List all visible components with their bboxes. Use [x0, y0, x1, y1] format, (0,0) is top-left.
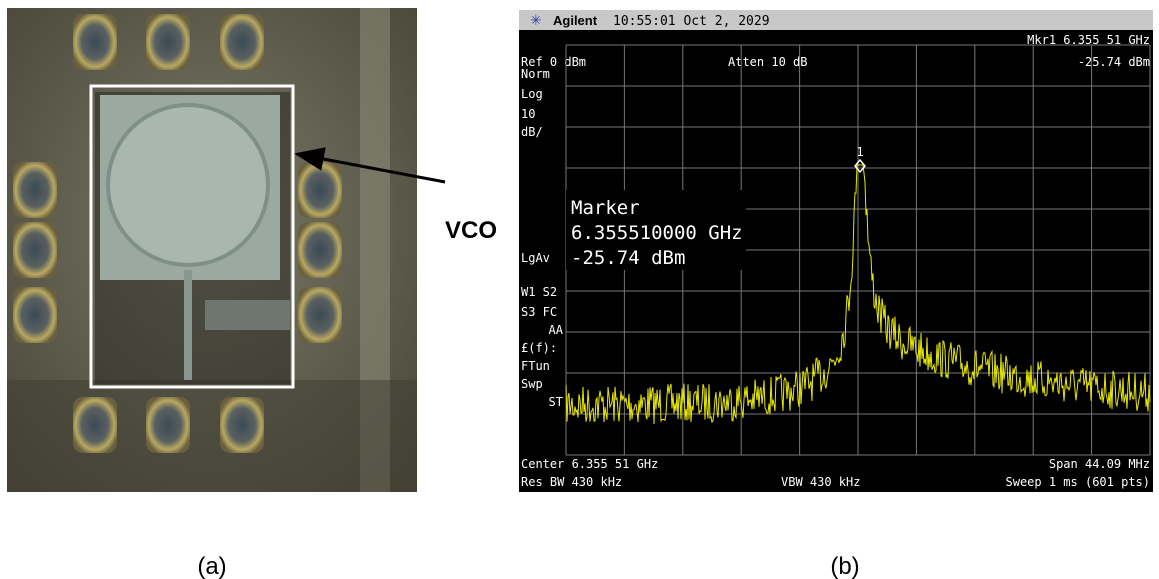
- side-label: Norm: [521, 67, 550, 81]
- pad: [220, 14, 264, 70]
- rbw: Res BW 430 kHz: [521, 475, 622, 489]
- photo: VCO: [7, 8, 497, 492]
- side-label: S3 FC: [521, 305, 557, 319]
- caption: (a): [197, 553, 226, 579]
- pad: [146, 14, 190, 70]
- timestamp: 10:55:01 Oct 2, 2029: [613, 14, 770, 29]
- side-label: FTun: [521, 359, 550, 373]
- side-label: Log: [521, 87, 543, 101]
- svg-text:✳: ✳: [530, 12, 542, 28]
- pad: [146, 397, 190, 453]
- pad: [298, 222, 342, 278]
- peak-label: 1: [856, 145, 863, 159]
- pad: [13, 162, 57, 218]
- marker-header: Mkr1 6.355 51 GHz: [1027, 33, 1150, 47]
- pad: [13, 222, 57, 278]
- pad: [73, 14, 117, 70]
- brand: Agilent: [553, 13, 598, 28]
- marker-box-level: -25.74 dBm: [571, 247, 685, 269]
- pad: [298, 162, 342, 218]
- marker-diamond: [854, 158, 866, 174]
- side-label: AA: [549, 323, 564, 337]
- side-label: 10: [521, 107, 535, 121]
- vbw: VBW 430 kHz: [781, 475, 860, 489]
- attenuation: Atten 10 dB: [728, 55, 807, 69]
- pad: [13, 287, 57, 343]
- sweep: Sweep 1 ms (601 pts): [1006, 475, 1151, 489]
- trace: [565, 164, 1151, 425]
- caption: (b): [830, 553, 859, 579]
- side-label: LgAv: [521, 251, 550, 265]
- side-label: £(f):: [521, 341, 557, 355]
- center-freq: Center 6.355 51 GHz: [521, 457, 658, 471]
- side-label: ST: [549, 395, 563, 409]
- analyzer: ✳ Agilent 10:55:01 Oct 2, 2029 Mkr1 6.35…: [519, 10, 1153, 492]
- pad: [220, 397, 264, 453]
- side-label: W1 S2: [521, 285, 557, 299]
- span: Span 44.09 MHz: [1049, 457, 1150, 471]
- marker-level: -25.74 dBm: [1078, 55, 1150, 69]
- pad: [298, 287, 342, 343]
- marker-frequency: 6.355510000 GHz: [571, 222, 743, 244]
- vco-label: VCO: [445, 217, 497, 244]
- side-label: dB/: [521, 125, 543, 139]
- pad: [73, 397, 117, 453]
- ref-level: Ref 0 dBm: [521, 55, 586, 69]
- side-label: Swp: [521, 377, 543, 391]
- marker-title: Marker: [571, 197, 640, 219]
